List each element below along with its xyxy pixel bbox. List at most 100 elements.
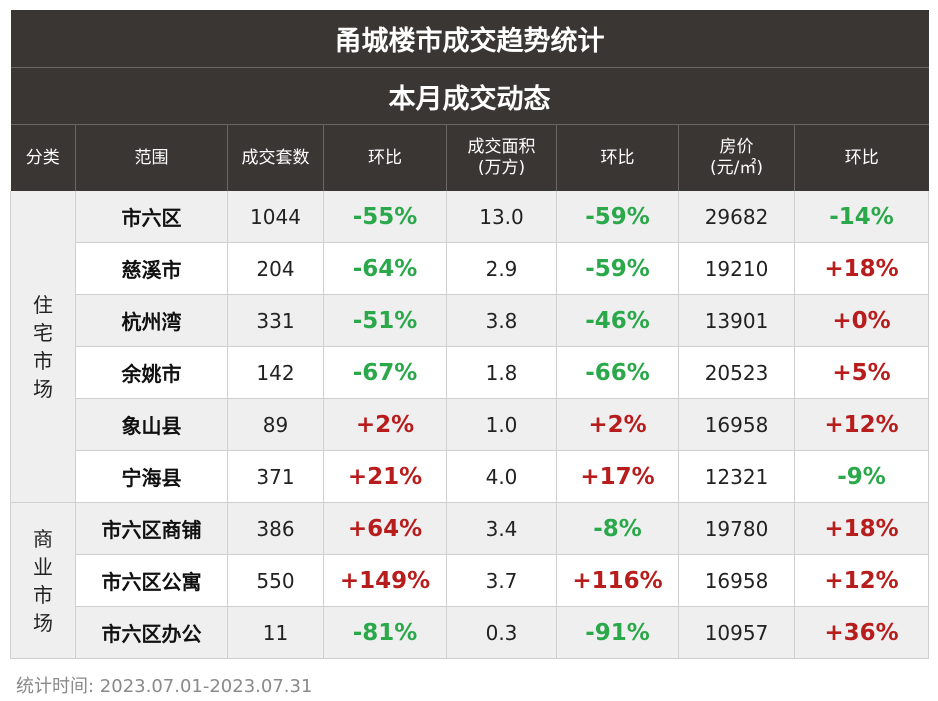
cell-area-mom: +116%: [556, 554, 679, 607]
header-area-line1: 成交面积: [467, 137, 536, 157]
cell-units: 11: [227, 606, 324, 659]
cell-price: 16958: [678, 398, 795, 451]
header-units-mom: 环比: [323, 124, 447, 191]
table-row: 宁海县 371 +21% 4.0 +17% 12321 -9%: [11, 450, 929, 503]
cell-area-mom: -66%: [556, 346, 679, 399]
cell-units-mom: +21%: [323, 450, 447, 503]
category-char: 市: [33, 582, 53, 607]
cell-price-mom: +36%: [794, 606, 929, 659]
cell-price-mom: +5%: [794, 346, 929, 399]
footer-note: 统计时间: 2023.07.01-2023.07.31: [16, 676, 313, 697]
table-body: 住宅市场市六区 1044 -55% 13.0 -59% 29682 -14% 慈溪市 204 -6…: [10, 191, 929, 659]
cell-price: 16958: [678, 554, 795, 607]
cell-units: 142: [227, 346, 324, 399]
header-region: 范围: [75, 124, 228, 191]
table-subtitle: 本月成交动态: [10, 67, 929, 125]
cell-area: 2.9: [446, 242, 557, 295]
cell-price-mom: -9%: [794, 450, 929, 503]
category-char: 场: [33, 610, 53, 635]
category-char: 场: [33, 376, 53, 401]
header-category: 分类: [10, 124, 76, 191]
cell-area-mom: -59%: [556, 191, 679, 243]
cell-region: 市六区: [75, 191, 228, 243]
category-char: 宅: [33, 320, 53, 345]
cell-units-mom: +64%: [323, 502, 447, 555]
table-row: 商业市场市六区商铺 386 +64% 3.4 -8% 19780 +18%: [10, 502, 929, 659]
cell-region: 宁海县: [75, 450, 228, 503]
cell-units: 550: [227, 554, 324, 607]
cell-region: 象山县: [75, 398, 228, 451]
cell-region: 市六区办公: [75, 606, 228, 659]
cell-price: 19210: [678, 242, 795, 295]
cell-area-mom: +17%: [556, 450, 679, 503]
cell-price-mom: +0%: [794, 294, 929, 347]
cell-area: 3.7: [446, 554, 557, 607]
category-cell-commercial: 商业市场: [10, 502, 76, 659]
category-char: 市: [33, 348, 53, 373]
cell-area-mom: -91%: [556, 606, 679, 659]
cell-price: 19780: [678, 502, 795, 555]
header-area-line2: (万方): [477, 158, 526, 178]
title-row: 甬城楼市成交趋势统计: [10, 10, 929, 68]
stats-table-container: 甬城楼市成交趋势统计 本月成交动态 分类 范围 成交套数 环比 成交面积 (万方…: [10, 10, 929, 659]
cell-price: 10957: [678, 606, 795, 659]
header-price-line1: 房价: [719, 137, 754, 157]
header-price-line2: (元/㎡): [710, 158, 763, 178]
cell-units-mom: +149%: [323, 554, 447, 607]
cell-price: 29682: [678, 191, 795, 243]
cell-price-mom: +18%: [794, 242, 929, 295]
cell-region: 余姚市: [75, 346, 228, 399]
cell-region: 市六区商铺: [75, 502, 228, 555]
cell-area: 4.0: [446, 450, 557, 503]
cell-area-mom: -46%: [556, 294, 679, 347]
cell-units-mom: -64%: [323, 242, 447, 295]
cell-area-mom: +2%: [556, 398, 679, 451]
header-area-mom: 环比: [556, 124, 679, 191]
stats-table: 甬城楼市成交趋势统计 本月成交动态 分类 范围 成交套数 环比 成交面积 (万方…: [10, 10, 929, 659]
table-title: 甬城楼市成交趋势统计: [10, 10, 929, 68]
cell-units: 386: [227, 502, 324, 555]
cell-units-mom: +2%: [323, 398, 447, 451]
cell-area-mom: -59%: [556, 242, 679, 295]
cell-area: 1.0: [446, 398, 557, 451]
subtitle-row: 本月成交动态: [10, 67, 929, 125]
cell-price-mom: +18%: [794, 502, 929, 555]
table-row: 住宅市场市六区 1044 -55% 13.0 -59% 29682 -14%: [10, 191, 929, 503]
cell-units-mom: -51%: [323, 294, 447, 347]
cell-region: 市六区公寓: [75, 554, 228, 607]
table-row: 市六区办公 11 -81% 0.3 -91% 10957 +36%: [11, 606, 929, 659]
cell-area: 0.3: [446, 606, 557, 659]
header-price-mom: 环比: [794, 124, 929, 191]
cell-region: 杭州湾: [75, 294, 228, 347]
table-row: 慈溪市 204 -64% 2.9 -59% 19210 +18%: [11, 242, 929, 295]
cell-units: 204: [227, 242, 324, 295]
header-units: 成交套数: [227, 124, 324, 191]
cell-price: 20523: [678, 346, 795, 399]
category-cell-residential: 住宅市场: [10, 191, 76, 503]
table-row: 市六区公寓 550 +149% 3.7 +116% 16958 +12%: [11, 554, 929, 607]
cell-units: 89: [227, 398, 324, 451]
cell-units: 1044: [227, 191, 324, 243]
cell-area: 3.4: [446, 502, 557, 555]
cell-area: 13.0: [446, 191, 557, 243]
cell-area-mom: -8%: [556, 502, 679, 555]
cell-units-mom: -55%: [323, 191, 447, 243]
cell-area: 3.8: [446, 294, 557, 347]
category-char: 商: [33, 526, 53, 551]
table-row: 余姚市 142 -67% 1.8 -66% 20523 +5%: [11, 346, 929, 399]
category-char: 住: [33, 292, 53, 317]
cell-price-mom: +12%: [794, 398, 929, 451]
cell-price: 13901: [678, 294, 795, 347]
cell-price: 12321: [678, 450, 795, 503]
cell-area: 1.8: [446, 346, 557, 399]
header-area: 成交面积 (万方): [446, 124, 557, 191]
header-price: 房价 (元/㎡): [678, 124, 795, 191]
table-row: 象山县 89 +2% 1.0 +2% 16958 +12%: [11, 398, 929, 451]
cell-units: 371: [227, 450, 324, 503]
cell-units-mom: -81%: [323, 606, 447, 659]
category-char: 业: [33, 554, 53, 579]
column-header-row: 分类 范围 成交套数 环比 成交面积 (万方) 环比 房价 (元/㎡) 环比: [10, 124, 929, 191]
cell-region: 慈溪市: [75, 242, 228, 295]
cell-units: 331: [227, 294, 324, 347]
table-row: 杭州湾 331 -51% 3.8 -46% 13901 +0%: [11, 294, 929, 347]
